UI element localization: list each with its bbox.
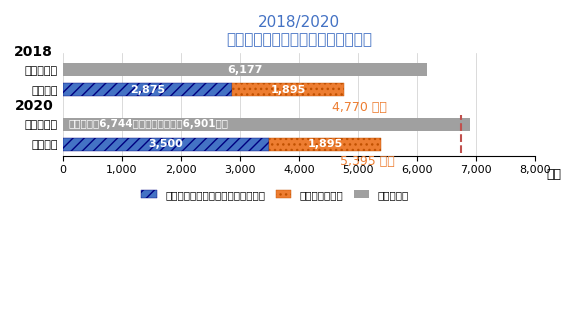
X-axis label: 万人: 万人: [546, 168, 561, 181]
Text: 6,177: 6,177: [227, 65, 262, 75]
Bar: [62, 64, 427, 76]
Bar: [62, 118, 470, 130]
Text: 1,895: 1,895: [308, 139, 343, 149]
Legend: 訪日旅行者数（クルーズ客を除く）, 日本人出国者数, 輸送座席数: 訪日旅行者数（クルーズ客を除く）, 日本人出国者数, 輸送座席数: [137, 185, 413, 204]
Text: 4,770 万人: 4,770 万人: [332, 101, 387, 114]
Bar: [232, 83, 344, 96]
Text: 3,500: 3,500: [149, 139, 183, 149]
Bar: [62, 83, 232, 96]
Bar: [62, 138, 269, 151]
Text: 2020: 2020: [15, 99, 53, 114]
Title: 2018/2020
航空便利用者数及び輸送座席数予測: 2018/2020 航空便利用者数及び輸送座席数予測: [226, 15, 372, 47]
Text: 5,395 万人: 5,395 万人: [340, 155, 395, 168]
Text: 必要供給席6,744万席、推計供給席6,901万席: 必要供給席6,744万席、推計供給席6,901万席: [69, 119, 228, 129]
Text: 2018: 2018: [14, 45, 53, 59]
Bar: [269, 138, 381, 151]
Text: 2,875: 2,875: [130, 85, 165, 95]
Text: 1,895: 1,895: [271, 85, 306, 95]
